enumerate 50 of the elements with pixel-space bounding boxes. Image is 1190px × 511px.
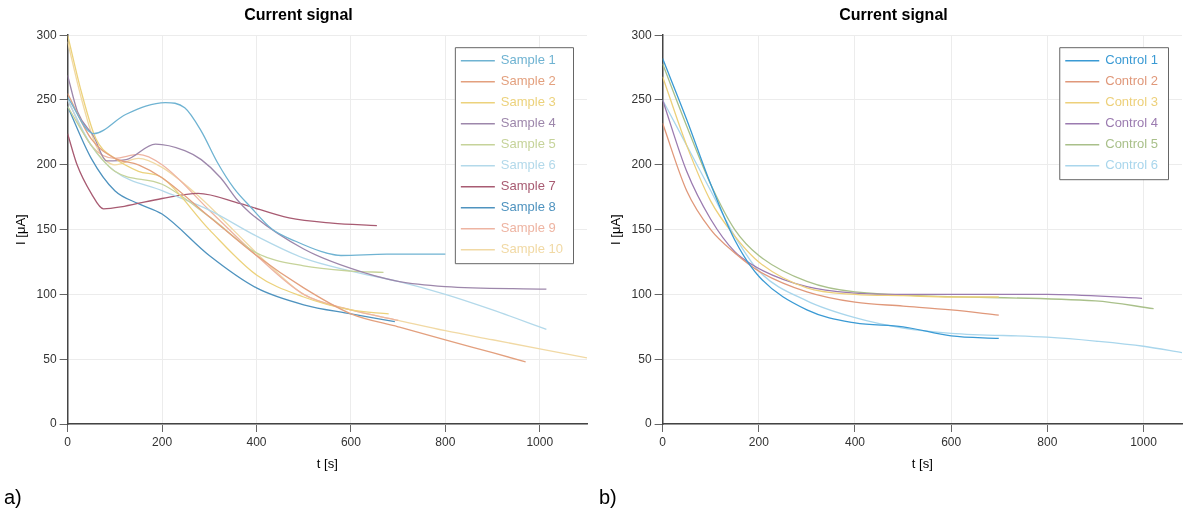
legend-label: Sample 5 <box>500 136 556 152</box>
legend-label: Sample 8 <box>500 199 556 215</box>
legend-label: Sample 3 <box>500 94 556 110</box>
y-tick-label: 200 <box>36 157 57 172</box>
y-axis-title: I [μA] <box>608 214 624 245</box>
y-tick-label: 300 <box>631 27 652 42</box>
y-tick-label: 100 <box>631 286 652 301</box>
text: a) <box>4 486 22 509</box>
x-tick-label: 0 <box>64 434 72 449</box>
legend-label: Sample 7 <box>500 178 556 194</box>
legend-label: Control 4 <box>1105 115 1158 131</box>
text: b) <box>599 486 617 509</box>
x-tick-label: 1000 <box>1130 434 1158 449</box>
y-tick-label: 200 <box>631 157 652 172</box>
legend-label: Control 6 <box>1105 157 1158 173</box>
x-tick-label: 400 <box>844 434 866 449</box>
x-tick-label: 0 <box>659 434 667 449</box>
x-tick-label: 1000 <box>526 434 554 449</box>
legend-label: Sample 9 <box>500 220 556 236</box>
x-tick-label: 800 <box>435 434 456 449</box>
legend-label: Sample 10 <box>500 241 564 257</box>
x-axis-title: t [s] <box>911 455 933 471</box>
x-tick-label: 600 <box>941 434 962 449</box>
legend-label: Sample 6 <box>500 157 556 173</box>
legend-label: Sample 1 <box>500 52 556 68</box>
y-tick-label: 250 <box>631 92 652 107</box>
x-tick-label: 200 <box>748 434 770 449</box>
legend-label: Sample 2 <box>500 73 556 89</box>
y-tick-label: 50 <box>43 351 57 366</box>
chart-title: Current signal <box>244 6 353 24</box>
y-axis-title: I [μA] <box>13 214 29 245</box>
y-tick-label: 50 <box>638 351 652 366</box>
legend-label: Control 1 <box>1105 52 1158 68</box>
y-tick-label: 150 <box>36 221 57 236</box>
x-axis-title: t [s] <box>316 455 338 471</box>
legend-label: Control 5 <box>1105 136 1158 152</box>
chart-title: Current signal <box>839 6 948 24</box>
x-tick-label: 400 <box>246 434 267 449</box>
y-tick-label: 250 <box>36 92 57 107</box>
legend-label: Sample 4 <box>500 115 556 131</box>
y-tick-label: 300 <box>36 27 57 42</box>
x-tick-label: 800 <box>1037 434 1058 449</box>
legend-label: Control 3 <box>1105 94 1158 110</box>
legend-label: Control 2 <box>1105 73 1158 89</box>
y-tick-label: 100 <box>36 286 57 301</box>
x-tick-label: 200 <box>152 434 173 449</box>
x-tick-label: 600 <box>340 434 362 449</box>
y-tick-label: 0 <box>644 416 652 431</box>
y-tick-label: 0 <box>49 416 57 431</box>
y-tick-label: 150 <box>631 221 652 236</box>
